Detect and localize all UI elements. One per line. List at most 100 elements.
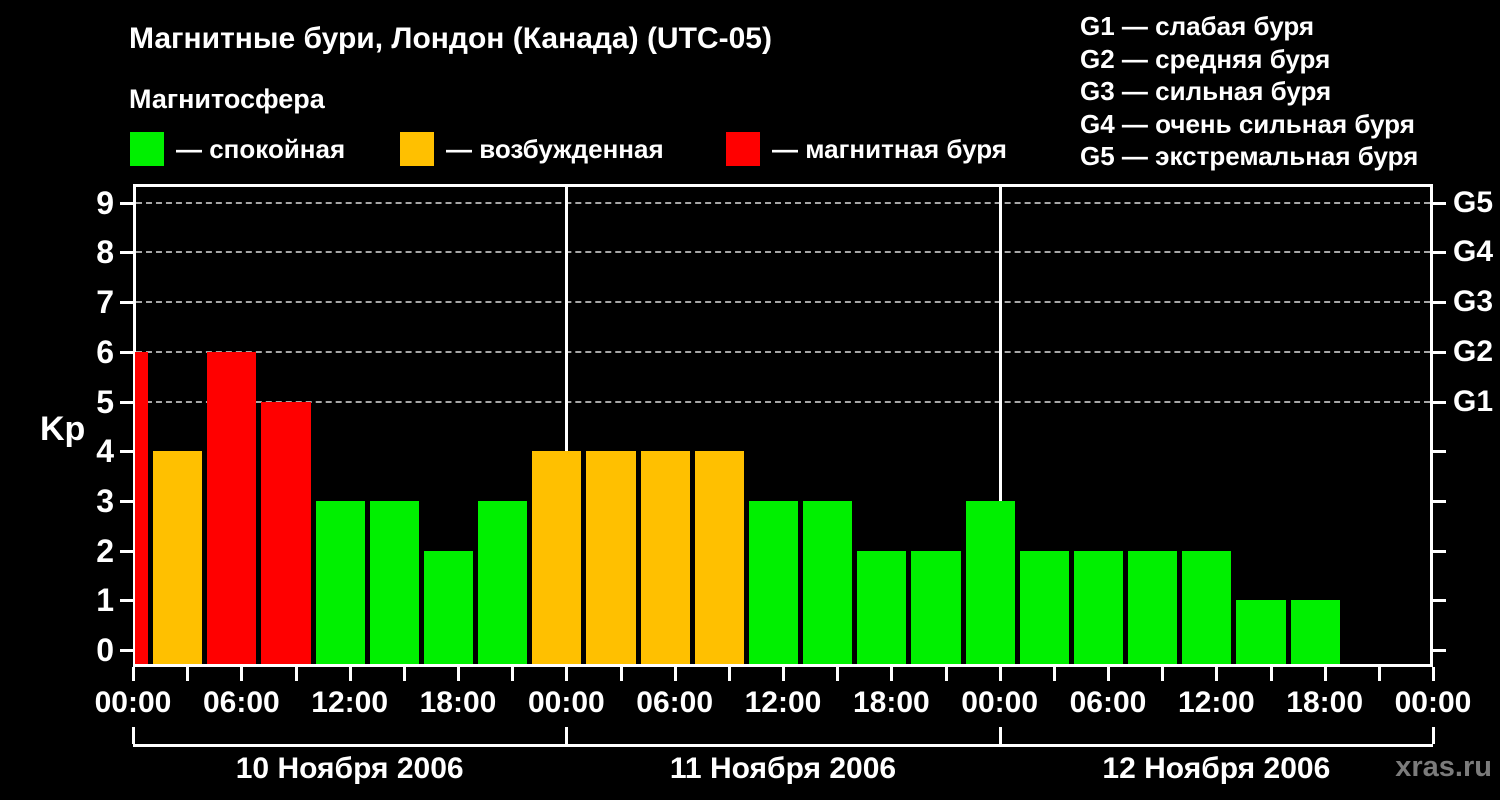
x-axis-tick-12h <box>348 667 352 681</box>
x-axis-tick-39h <box>836 667 840 681</box>
g-axis-label-g4: G4 <box>1453 235 1494 269</box>
y-tick-label-7: 7 <box>96 284 114 321</box>
legend-label-excited: — возбужденная <box>446 133 664 164</box>
x-axis-tick-51h <box>1052 667 1056 681</box>
kp-bar-21 <box>1236 600 1286 664</box>
x-axis-tick-21h <box>511 667 515 681</box>
y-axis-tick-right-0 <box>1433 649 1446 652</box>
kp-bar-9 <box>586 451 636 664</box>
x-axis-tick-33h <box>727 667 731 681</box>
x-axis-tick-36h <box>782 667 785 681</box>
kp-bar-6 <box>423 550 474 664</box>
y-axis-tick-left-1 <box>120 599 133 603</box>
y-tick-label-6: 6 <box>96 333 114 370</box>
x-tick-label-5: 06:00 <box>636 686 714 719</box>
legend-item-storm: — магнитная буря <box>726 132 1007 166</box>
kp-bar-17 <box>1019 550 1069 664</box>
x-axis-tick-63h <box>1269 667 1273 681</box>
x-axis-tick-72h <box>1432 667 1435 681</box>
gridline-kp5 <box>136 400 1430 403</box>
x-axis-tick-54h <box>1107 667 1110 681</box>
y-tick-label-0: 0 <box>96 632 114 668</box>
x-axis-tick-18h <box>457 667 460 681</box>
x-axis-tick-45h <box>944 667 948 681</box>
x-axis-tick-60h <box>1215 667 1219 681</box>
y-axis-tick-left-9 <box>120 201 133 205</box>
y-tick-label-5: 5 <box>96 383 114 420</box>
kp-bar-4 <box>315 500 365 664</box>
date-label-0: 10 Ноября 2006 <box>235 752 464 785</box>
g-axis-label-g1: G1 <box>1453 384 1494 418</box>
g-legend-line-g5: G5 — экстремальная буря <box>1080 141 1419 172</box>
g-scale-legend: G1 — слабая буря G2 — средняя буря G3 — … <box>1080 10 1418 173</box>
kp-bar-12 <box>748 500 799 664</box>
x-tick-label-3: 18:00 <box>419 686 497 719</box>
x-tick-label-10: 12:00 <box>1177 686 1255 719</box>
kp-bar-8 <box>532 451 582 664</box>
y-axis-tick-left-7 <box>120 301 133 305</box>
storm-color-swatch <box>726 132 760 166</box>
y-tick-label-4: 4 <box>96 433 114 470</box>
y-axis-tick-left-0 <box>120 649 133 652</box>
date-ruler-tick-0 <box>132 727 135 744</box>
watermark: xras.ru <box>1395 751 1492 783</box>
y-axis-tick-left-3 <box>120 499 133 503</box>
quiet-color-swatch <box>130 132 164 166</box>
g-legend-line-g3: G3 — сильная буря <box>1080 76 1332 107</box>
y-axis-tick-right-5 <box>1433 400 1446 404</box>
x-axis-tick-3h <box>186 667 190 681</box>
kp-bar-13 <box>803 500 853 664</box>
gridline-kp9 <box>136 201 1430 204</box>
kp-bar-0 <box>135 351 149 664</box>
date-ruler-tick-1 <box>565 727 569 744</box>
y-tick-label-1: 1 <box>96 582 114 619</box>
legend-label-storm: — магнитная буря <box>772 133 1007 164</box>
x-axis-tick-42h <box>890 667 894 681</box>
y-axis-tick-right-9 <box>1433 201 1446 205</box>
kp-bar-15 <box>911 550 961 664</box>
date-label-2: 12 Ноября 2006 <box>1102 752 1331 785</box>
kp-bar-10 <box>640 451 690 664</box>
y-axis-tick-left-5 <box>120 400 133 404</box>
x-tick-label-9: 06:00 <box>1069 686 1147 719</box>
x-axis-tick-0h <box>132 667 135 681</box>
x-axis-tick-66h <box>1323 667 1327 681</box>
y-axis-tick-right-7 <box>1433 301 1446 305</box>
kp-bar-3 <box>261 401 311 664</box>
y-tick-label-3: 3 <box>96 482 114 519</box>
legend-label-quiet: — спокойная <box>176 133 346 164</box>
x-tick-label-1: 06:00 <box>202 686 280 719</box>
date-ruler-line <box>133 744 1433 747</box>
legend-item-excited: — возбужденная <box>400 132 664 166</box>
x-tick-label-12: 00:00 <box>1394 686 1472 719</box>
x-axis-tick-24h <box>565 667 569 681</box>
x-axis-tick-27h <box>619 667 623 681</box>
y-tick-label-2: 2 <box>96 532 114 569</box>
kp-bar-5 <box>369 500 419 664</box>
kp-bar-18 <box>1073 550 1124 664</box>
g-legend-line-g1: G1 — слабая буря <box>1080 11 1315 41</box>
day-separator-2 <box>998 187 1002 664</box>
plot-area-frame <box>133 184 1433 667</box>
g-axis-label-g5: G5 <box>1453 185 1494 219</box>
kp-bar-16 <box>965 500 1015 664</box>
x-axis-tick-69h <box>1377 667 1381 681</box>
x-tick-label-8: 00:00 <box>961 686 1039 719</box>
day-separator-1 <box>565 187 569 664</box>
g-axis-label-g2: G2 <box>1453 334 1494 368</box>
y-axis-title-kp: Kp <box>40 410 86 448</box>
kp-bar-1 <box>153 451 203 664</box>
y-axis-tick-right-2 <box>1433 549 1446 553</box>
y-axis-tick-left-2 <box>120 549 133 553</box>
g-legend-line-g2: G2 — средняя буря <box>1080 43 1331 74</box>
gridline-kp7 <box>136 301 1430 304</box>
x-axis-tick-6h <box>240 667 244 681</box>
gridline-kp8 <box>136 251 1430 254</box>
x-axis-tick-30h <box>673 667 677 681</box>
x-axis-tick-48h <box>998 667 1002 681</box>
g-axis-label-g3: G3 <box>1453 285 1494 319</box>
gridline-kp6 <box>136 350 1430 353</box>
kp-bar-14 <box>857 550 907 664</box>
